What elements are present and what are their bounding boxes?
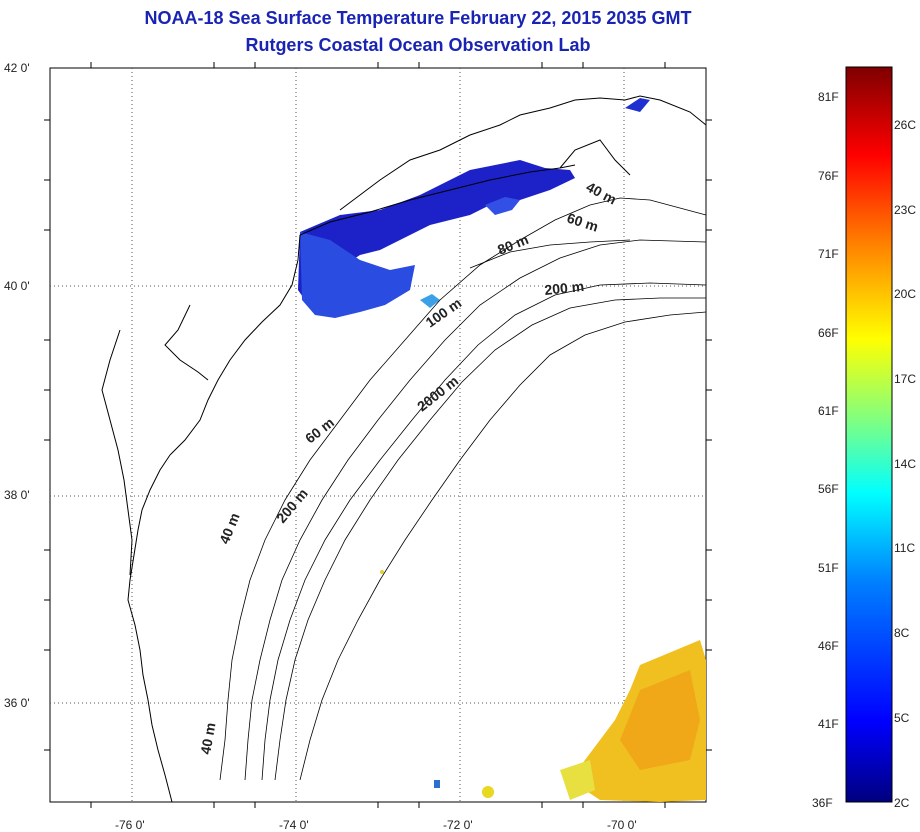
isobath-label-2000m: 2000 m <box>414 373 461 415</box>
colorbar-label-76f: 76F <box>818 169 839 183</box>
colorbar-label-66f: 66F <box>818 326 839 340</box>
sst-patch-cold-north <box>298 160 575 300</box>
isobath-200m <box>274 297 706 781</box>
coastline-cape-cod <box>559 139 631 176</box>
colorbar-label-26c: 26C <box>894 118 917 132</box>
colorbar-label-5c: 5C <box>894 711 910 725</box>
isobath-2000m <box>299 311 707 781</box>
colorbar-label-11c: 11C <box>894 541 916 555</box>
lat-label-36: 36 0' <box>4 696 30 710</box>
colorbar-label-46f: 46F <box>818 639 839 653</box>
colorbar-label-8c: 8C <box>894 626 910 640</box>
coastline-virginia <box>127 454 173 803</box>
colorbar-label-81f: 81F <box>818 90 839 104</box>
lon-label-74: -74 0' <box>279 818 309 832</box>
isobath-40m <box>219 197 707 781</box>
sst-patch-cold-south <box>434 780 440 788</box>
colorbar-label-71f: 71F <box>818 247 839 261</box>
colorbar-label-61f: 61F <box>818 404 839 418</box>
coastline-delaware-bay <box>164 304 209 381</box>
isobath-100m <box>261 282 707 781</box>
isobath-label-200m-north: 200 m <box>544 278 585 298</box>
colorbar-label-20c: 20C <box>894 287 917 301</box>
isobath-label-40m-south: 40 m <box>197 721 218 755</box>
map-title: NOAA-18 Sea Surface Temperature February… <box>144 8 692 28</box>
sst-patch-warm-core <box>620 670 700 770</box>
isobath-80m <box>469 239 631 269</box>
isobath-label-40m-north: 40 m <box>584 179 620 208</box>
isobath-labels: 40 m 60 m 80 m 200 m 100 m 2000 m 60 m 2… <box>197 179 619 756</box>
sst-patch-warm-dot <box>482 786 494 798</box>
isobaths <box>219 197 707 781</box>
colorbar-label-41f: 41F <box>818 717 839 731</box>
lon-label-72: -72 0' <box>443 818 473 832</box>
isobath-label-200m-south: 200 m <box>273 485 311 526</box>
sst-patch-warm-speck <box>380 570 384 574</box>
colorbar-label-17c: 17C <box>894 372 917 386</box>
sst-warm-patches <box>380 570 706 802</box>
sst-patch-cold-shelf <box>420 294 440 308</box>
isobath-label-40m-mid: 40 m <box>216 511 243 547</box>
map-subtitle: Rutgers Coastal Ocean Observation Lab <box>245 35 591 55</box>
isobath-label-80m: 80 m <box>495 231 531 258</box>
coastline <box>101 95 707 803</box>
graticule <box>50 68 706 802</box>
coastline-northeast <box>339 95 707 211</box>
sst-patch-cold-ny-bight <box>300 232 415 318</box>
sst-patch-cold-tip <box>625 98 650 112</box>
sst-patch-warm-edge <box>560 760 595 800</box>
coastline-chesapeake <box>101 329 133 576</box>
colorbar-label-14c: 14C <box>894 457 917 471</box>
map-frame <box>49 67 707 803</box>
colorbar <box>845 66 893 803</box>
colorbar-label-51f: 51F <box>818 561 839 575</box>
colorbar-label-23c: 23C <box>894 203 917 217</box>
isobath-label-60m-south: 60 m <box>302 414 337 446</box>
colorbar-label-56f: 56F <box>818 482 839 496</box>
lon-label-70: -70 0' <box>607 818 637 832</box>
lat-label-42: 42 0' <box>4 61 30 75</box>
isobath-60m <box>244 239 707 781</box>
sst-cold-patches <box>298 98 650 788</box>
lat-label-38: 38 0' <box>4 488 30 502</box>
coastline-nj-de-md <box>169 234 301 456</box>
isobath-label-60m-north: 60 m <box>565 210 600 235</box>
lat-label-40: 40 0' <box>4 279 30 293</box>
colorbar-label-36f: 36F <box>812 796 833 810</box>
colorbar-label-2c: 2C <box>894 796 910 810</box>
sst-patch-cold-sound <box>485 197 520 215</box>
lon-label-76: -76 0' <box>115 818 145 832</box>
coastline-long-island <box>299 164 576 236</box>
map-ticks <box>44 62 712 808</box>
